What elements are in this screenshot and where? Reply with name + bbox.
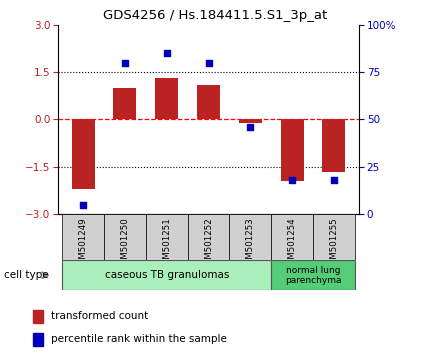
Text: normal lung
parenchyma: normal lung parenchyma [285, 266, 341, 285]
Point [289, 177, 295, 183]
Point [80, 202, 86, 207]
Bar [33, 333, 43, 346]
Bar [146, 214, 187, 260]
Text: caseous TB granulomas: caseous TB granulomas [104, 270, 229, 280]
Point [163, 50, 170, 56]
Point [331, 177, 338, 183]
Bar [281, 119, 304, 181]
Bar [187, 214, 230, 260]
Text: transformed count: transformed count [51, 312, 148, 321]
Bar [271, 214, 313, 260]
Bar [271, 260, 355, 290]
Text: GSM501255: GSM501255 [329, 217, 338, 270]
Bar [62, 214, 104, 260]
Bar [313, 214, 355, 260]
Bar [62, 260, 271, 290]
Bar [197, 85, 220, 119]
Text: cell type: cell type [4, 270, 49, 280]
Point [247, 124, 254, 130]
Text: GSM501250: GSM501250 [120, 217, 129, 270]
Text: GSM501252: GSM501252 [204, 217, 213, 270]
Text: GSM501249: GSM501249 [79, 217, 88, 270]
Text: GSM501251: GSM501251 [162, 217, 171, 270]
Text: percentile rank within the sample: percentile rank within the sample [51, 335, 227, 344]
Bar [33, 310, 43, 323]
Text: GSM501254: GSM501254 [288, 217, 297, 270]
Bar [155, 79, 178, 119]
Bar [230, 214, 271, 260]
Point [122, 60, 129, 65]
Text: GDS4256 / Hs.184411.5.S1_3p_at: GDS4256 / Hs.184411.5.S1_3p_at [103, 9, 327, 22]
Bar [104, 214, 146, 260]
Bar [239, 119, 262, 122]
Bar [114, 88, 136, 119]
Bar [322, 119, 345, 172]
Text: GSM501253: GSM501253 [246, 217, 255, 270]
Point [205, 60, 212, 65]
Bar [72, 119, 95, 189]
